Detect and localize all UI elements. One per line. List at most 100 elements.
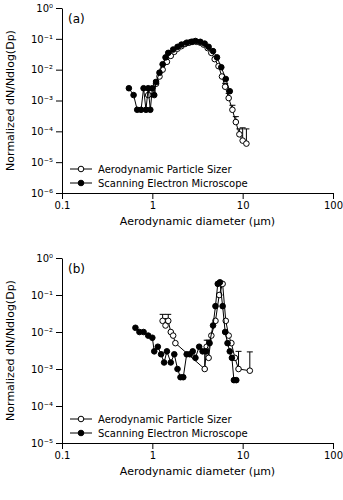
data-point: [214, 55, 220, 61]
y-tick-mark: [56, 369, 62, 370]
data-point: [233, 119, 239, 125]
data-point: [217, 280, 223, 286]
y-tick: 10⁻³: [31, 95, 62, 106]
data-point: [210, 323, 216, 329]
error-bar-cap: [233, 116, 239, 117]
x-tick: 0.1: [55, 443, 71, 461]
y-tick-label: 10⁻⁴: [31, 126, 53, 137]
y-tick-mark: [56, 131, 62, 132]
legend-marker: [78, 166, 84, 172]
data-point: [206, 44, 212, 50]
x-tick-label: 10: [237, 450, 250, 461]
series-line: [129, 41, 230, 110]
x-tick: 10: [237, 193, 250, 211]
error-bar-cap: [229, 105, 235, 106]
y-tick-mark: [56, 193, 62, 194]
legend-marker: [78, 180, 84, 186]
y-tick-mark: [56, 39, 62, 40]
x-tick-mark: [333, 443, 334, 449]
y-tick-label: 10⁰: [36, 253, 53, 264]
x-tick-label: 100: [324, 450, 343, 461]
x-tick-label: 10: [237, 200, 250, 211]
x-axis-title: Aerodynamic diameter (μm): [120, 465, 275, 478]
data-point: [227, 88, 233, 94]
x-tick-label: 0.1: [55, 450, 71, 461]
x-axis: 0.1110100: [55, 193, 343, 211]
data-point: [161, 360, 167, 366]
legend-marker: [78, 416, 84, 422]
panel: 0.111010010⁻⁵10⁻⁴10⁻³10⁻²10⁻¹10⁰Aerodyna…: [4, 253, 343, 478]
error-bar-cap: [160, 314, 166, 315]
data-point: [222, 84, 228, 90]
y-tick-label: 10⁻²: [31, 64, 53, 75]
y-tick-mark: [56, 443, 62, 444]
y-tick-label: 10⁰: [36, 3, 53, 14]
data-point: [157, 70, 163, 76]
x-tick-label: 0.1: [55, 200, 71, 211]
data-point: [222, 329, 228, 335]
y-tick: 10⁻⁴: [31, 401, 62, 412]
x-tick-mark: [152, 193, 153, 199]
data-point: [175, 366, 181, 372]
legend-label: Aerodynamic Particle Sizer: [98, 414, 232, 425]
data-point: [213, 303, 219, 309]
y-tick-mark: [56, 70, 62, 71]
x-tick: 10: [237, 443, 250, 461]
data-point: [171, 351, 177, 357]
x-tick: 100: [324, 443, 343, 461]
y-tick: 10⁻³: [31, 364, 62, 375]
legend-label: Scanning Electron Microscope: [98, 178, 248, 189]
y-tick: 10⁻²: [31, 327, 62, 338]
data-point: [203, 349, 209, 355]
y-axis-title: Normalized dN/Ndlog(Dp): [4, 280, 17, 421]
legend-label: Scanning Electron Microscope: [98, 428, 248, 439]
x-axis-line: [63, 443, 334, 444]
data-point: [151, 92, 157, 98]
x-tick: 0.1: [55, 193, 71, 211]
data-point: [244, 141, 250, 147]
y-tick: 10⁻¹: [31, 290, 62, 301]
data-point: [190, 349, 196, 355]
x-tick-mark: [243, 443, 244, 449]
y-tick-mark: [56, 295, 62, 296]
data-point: [226, 95, 232, 101]
legend-label: Aerodynamic Particle Sizer: [98, 164, 232, 175]
y-tick: 10⁻⁵: [31, 438, 62, 449]
data-point: [155, 344, 161, 350]
data-point: [206, 355, 212, 361]
data-point: [126, 85, 132, 91]
error-bar-cap: [165, 314, 171, 315]
panel: 0.111010010⁻⁶10⁻⁵10⁻⁴10⁻³10⁻²10⁻¹10⁰Aero…: [4, 3, 343, 228]
y-tick-label: 10⁻⁵: [31, 157, 53, 168]
data-point: [202, 366, 208, 372]
y-tick-label: 10⁻¹: [31, 290, 53, 301]
x-tick-mark: [152, 443, 153, 449]
x-axis: 0.1110100: [55, 443, 343, 461]
y-axis-title: Normalized dN/Ndlog(Dp): [4, 30, 17, 171]
y-tick-mark: [56, 406, 62, 407]
y-tick-label: 10⁻⁶: [31, 188, 53, 199]
y-tick: 10⁰: [36, 3, 62, 14]
series-line: [148, 42, 246, 144]
x-tick-mark: [333, 193, 334, 199]
data-point: [193, 355, 199, 361]
legend: Aerodynamic Particle Sizer Scanning Elect…: [70, 414, 248, 439]
figure: 0.1 1 10 100 10⁻⁶ 10⁻⁵ 10⁻⁴ 10⁻³ 10⁻² 10⁻¹ 10⁰ Aero…: [0, 0, 343, 500]
y-tick: 10⁰: [36, 253, 62, 264]
y-tick: 10⁻²: [31, 64, 62, 75]
data-point: [150, 85, 156, 91]
data-point: [230, 107, 236, 113]
data-point: [164, 349, 170, 355]
x-tick: 1: [150, 193, 156, 211]
y-tick-mark: [56, 332, 62, 333]
data-point: [225, 340, 231, 346]
y-tick: 10⁻⁶: [31, 188, 62, 199]
y-axis-line: [62, 259, 63, 444]
data-point: [227, 349, 233, 355]
data-point: [220, 303, 226, 309]
data-point: [160, 61, 166, 67]
data-point: [247, 368, 253, 374]
x-axis-line: [63, 193, 334, 194]
x-axis-title: Aerodynamic diameter (μm): [120, 215, 275, 228]
y-tick: 10⁻⁵: [31, 157, 62, 168]
